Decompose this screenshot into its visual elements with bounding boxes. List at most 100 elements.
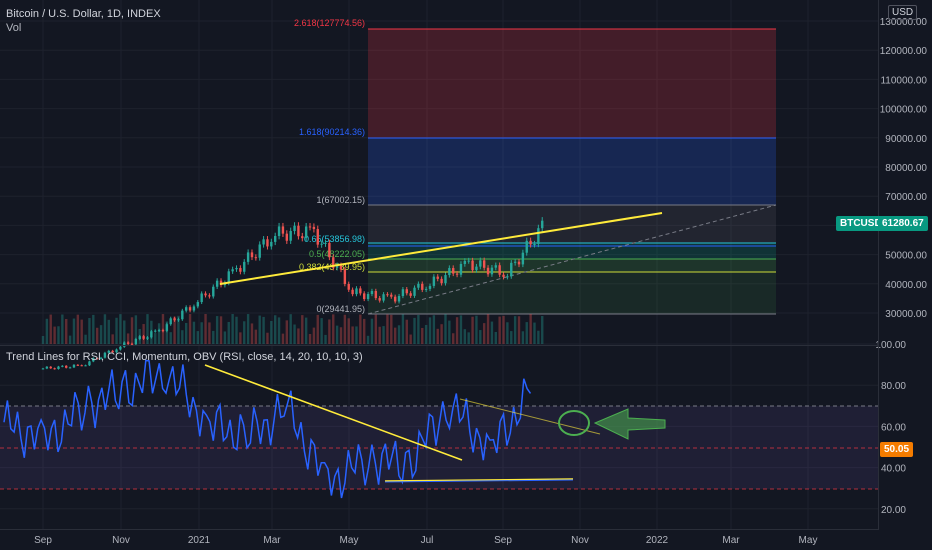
volume-bar <box>80 319 83 344</box>
volume-bar <box>262 316 265 344</box>
annotation-circle[interactable] <box>558 410 590 436</box>
rsi-axis[interactable]: 100.00 80.00 60.00 40.00 20.00 <box>875 340 906 516</box>
price-candles[interactable] <box>41 217 544 370</box>
time-tick-label: May <box>799 535 818 546</box>
candle-body <box>421 283 424 290</box>
volume-bar <box>448 320 451 344</box>
fibonacci-extension[interactable] <box>367 28 777 315</box>
rsi-line[interactable] <box>3 359 532 499</box>
annotation-arrow[interactable] <box>593 408 666 440</box>
volume-label[interactable]: Vol <box>6 22 22 34</box>
current-price-tag: 61280.67 <box>878 216 928 231</box>
fib-zone-05 <box>368 259 776 272</box>
volume-bar <box>320 318 323 344</box>
candle-body <box>378 298 381 301</box>
candle-body <box>68 367 72 369</box>
time-axis[interactable]: Sep Nov 2021 Mar May Jul Sep Nov 2022 Mar May <box>34 535 817 546</box>
rsi-downtrend-line[interactable] <box>204 364 463 461</box>
candle-body <box>126 342 130 344</box>
candle-body <box>92 358 95 362</box>
candle-body <box>502 274 505 277</box>
volume-bar <box>510 331 513 344</box>
candle-body <box>41 368 45 370</box>
candle-body <box>459 263 463 275</box>
candle-body <box>262 239 265 245</box>
volume-bar <box>316 314 319 344</box>
candle-body <box>541 220 544 229</box>
candle-body <box>440 278 443 284</box>
fib-trend-line[interactable] <box>367 204 777 315</box>
candle-body <box>455 273 459 275</box>
candle-body <box>285 233 289 241</box>
volume-bar <box>444 314 447 344</box>
candle-body <box>486 267 490 275</box>
volume-bar <box>61 314 64 344</box>
candle-body <box>409 293 412 296</box>
candle-body <box>328 242 331 258</box>
price-axis[interactable]: 130000.00 120000.00 110000.00 100000.00 9000… <box>880 17 928 320</box>
candle-body <box>529 240 532 245</box>
volume-bar <box>181 330 184 344</box>
candle-body <box>231 269 234 272</box>
volume-bar <box>88 317 91 344</box>
volume-bar <box>390 314 393 344</box>
volume-bar <box>405 319 408 344</box>
candle-body <box>103 352 107 358</box>
candle-body <box>173 318 176 321</box>
candle-body <box>332 257 335 268</box>
candle-body <box>324 242 327 244</box>
volume-bar <box>204 314 207 344</box>
rsi-support-line[interactable] <box>384 478 574 482</box>
volume-bar <box>494 331 497 344</box>
price-trendline[interactable] <box>219 212 663 285</box>
volume-bar <box>428 317 432 344</box>
volume-bar <box>231 314 234 344</box>
volume-bar <box>134 315 138 344</box>
candle-body <box>316 229 319 245</box>
fib-label-05: 0.5(48222.05) <box>309 249 365 259</box>
rsi-tick-label: 20.00 <box>881 505 906 516</box>
candle-body <box>146 337 149 339</box>
volume-bar <box>84 334 87 344</box>
candle-body <box>65 365 68 368</box>
candle-body <box>436 276 439 279</box>
volume-bar <box>99 325 103 344</box>
pane-separator[interactable] <box>0 345 878 346</box>
volume-bar <box>277 317 281 344</box>
time-axis-separator <box>0 529 878 530</box>
candle-body <box>533 243 536 245</box>
time-tick-label: Sep <box>494 535 512 546</box>
volume-bar <box>45 318 49 344</box>
candle-body <box>177 319 180 321</box>
volume-bar <box>169 332 172 344</box>
volume-bar <box>370 318 374 344</box>
volume-bar <box>165 321 169 344</box>
volume-bar <box>413 317 416 344</box>
candle-body <box>390 294 393 297</box>
volume-bar <box>417 314 420 344</box>
volume-bar <box>154 333 157 344</box>
candle-body <box>343 269 347 284</box>
volume-bar <box>250 323 254 344</box>
candle-body <box>208 295 211 297</box>
candle-body <box>57 366 60 369</box>
volume-bar <box>212 330 215 344</box>
candle-body <box>181 310 184 320</box>
volume-bar <box>432 315 436 344</box>
candle-body <box>246 252 250 262</box>
volume-bar <box>541 315 544 344</box>
rsi-trend-line-thin[interactable] <box>459 398 601 435</box>
volume-bar <box>533 322 536 344</box>
candle-body <box>475 266 478 271</box>
volume-bar <box>270 320 273 344</box>
currency-badge[interactable]: USD <box>888 5 918 20</box>
indicator-title[interactable]: Trend Lines for RSI, CCI, Momentum, OBV … <box>6 351 363 363</box>
volume-bar <box>475 315 478 344</box>
candle-body <box>142 336 145 339</box>
symbol-title[interactable]: Bitcoin / U.S. Dollar, 1D, INDEX <box>6 8 161 20</box>
volume-bar <box>393 327 397 344</box>
candle-body <box>215 280 219 287</box>
volume-bar <box>521 331 525 344</box>
